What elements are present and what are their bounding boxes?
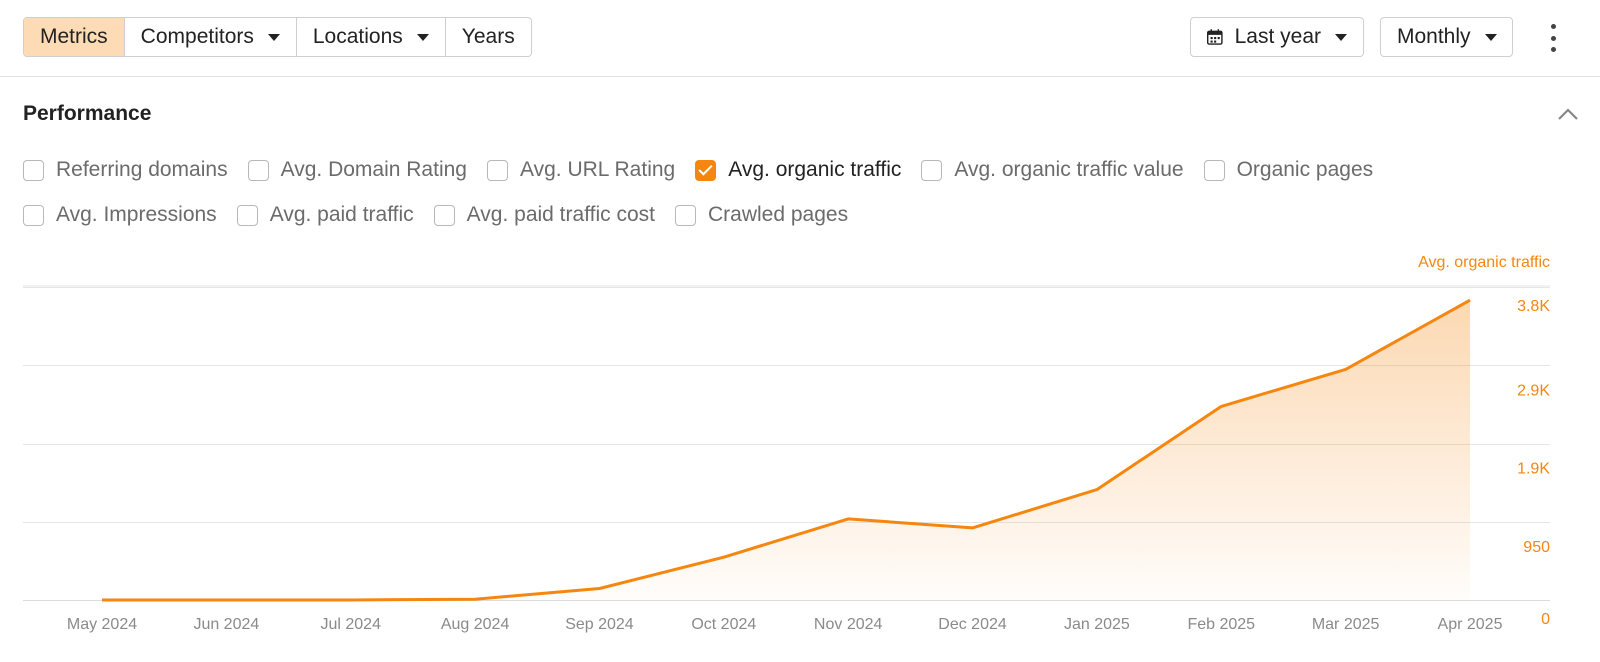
y-tick-label: 3.8K [1517, 298, 1550, 315]
metric-label: Avg. Impressions [56, 203, 217, 226]
tab-competitors[interactable]: Competitors [125, 18, 297, 56]
calendar-icon [1207, 29, 1223, 45]
checkbox-icon [433, 204, 455, 226]
metric-checkbox-avg-organic-traffic-value[interactable]: Avg. organic traffic value [921, 158, 1184, 182]
metric-checkbox-avg-domain-rating[interactable]: Avg. Domain Rating [247, 158, 467, 182]
x-tick-label: Nov 2024 [814, 616, 883, 633]
metric-label: Avg. organic traffic [728, 158, 902, 181]
metric-checkbox-avg-organic-traffic[interactable]: Avg. organic traffic [695, 158, 901, 182]
y-tick-label: 950 [1523, 539, 1550, 556]
y-tick-label: 2.9K [1517, 382, 1550, 399]
metric-checkbox-avg-paid-traffic[interactable]: Avg. paid traffic [236, 203, 414, 227]
metric-checkbox-avg-url-rating[interactable]: Avg. URL Rating [486, 158, 676, 182]
metric-checkbox-crawled-pages[interactable]: Crawled pages [675, 203, 848, 227]
x-tick-label: Oct 2024 [691, 616, 756, 633]
metric-label: Avg. Domain Rating [280, 158, 467, 181]
metric-checkbox-avg-impressions[interactable]: Avg. Impressions [23, 203, 217, 227]
tab-label: Years [461, 25, 515, 48]
series-line [102, 298, 1471, 602]
x-tick-label: Jun 2024 [193, 616, 259, 633]
metrics-row-1: Referring domains Avg. Domain Rating Avg. … [23, 158, 1393, 182]
checkbox-icon [1203, 159, 1225, 181]
metrics-row-2: Avg. Impressions Avg. paid traffic Avg. pa… [23, 203, 868, 227]
checkbox-icon [921, 159, 943, 181]
chevron-down-icon [267, 33, 280, 41]
metric-checkbox-avg-paid-traffic-cost[interactable]: Avg. paid traffic cost [433, 203, 655, 227]
metric-checkbox-referring-domains[interactable]: Referring domains [23, 158, 228, 182]
y-tick-label: 1.9K [1517, 461, 1550, 478]
x-tick-label: Sep 2024 [565, 616, 634, 633]
traffic-chart: 0 950 1.9K 2.9K 3.8K Avg. organic traffic May … [23, 254, 1550, 633]
metric-label: Avg. paid traffic cost [466, 203, 655, 226]
chevron-down-icon [1335, 33, 1347, 41]
tab-metrics[interactable]: Metrics [24, 18, 125, 56]
chevron-down-icon [1484, 33, 1497, 41]
x-tick-label: Dec 2024 [938, 616, 1007, 633]
period-label: Last year [1234, 25, 1321, 48]
checkbox-icon [486, 159, 508, 181]
x-tick-label: Apr 2025 [1438, 616, 1503, 633]
metric-label: Organic pages [1236, 158, 1374, 181]
view-tabs: Metrics Competitors Locations Years [23, 17, 532, 57]
series-area [102, 300, 1470, 600]
tab-locations[interactable]: Locations [297, 18, 446, 56]
toolbar: Metrics Competitors Locations Years Last ye… [0, 0, 1600, 77]
tab-label: Competitors [140, 25, 254, 48]
x-tick-label: Jan 2025 [1064, 616, 1130, 633]
metric-label: Avg. paid traffic [269, 203, 414, 226]
metric-label: Referring domains [56, 158, 228, 181]
x-tick-label: Feb 2025 [1187, 616, 1255, 633]
checkbox-icon [23, 159, 44, 181]
chevron-down-icon [416, 33, 429, 41]
checkbox-icon [247, 159, 269, 181]
x-tick-label: May 2024 [67, 616, 137, 633]
metric-checkbox-organic-pages[interactable]: Organic pages [1203, 158, 1374, 182]
checkbox-icon [675, 204, 696, 226]
granularity-dropdown[interactable]: Monthly [1380, 17, 1513, 57]
period-dropdown[interactable]: Last year [1190, 17, 1364, 57]
tab-years[interactable]: Years [446, 18, 531, 56]
section-title: Performance [23, 102, 152, 125]
y-tick-label: 0 [1541, 611, 1550, 628]
tab-label: Metrics [40, 25, 108, 48]
x-tick-label: Jul 2024 [320, 616, 381, 633]
checkbox-icon [23, 204, 44, 226]
checkbox-checked-icon [695, 159, 717, 181]
metric-label: Avg. URL Rating [519, 158, 676, 181]
chevron-up-icon[interactable] [1556, 106, 1580, 122]
y-axis-title: Avg. organic traffic [1418, 254, 1550, 271]
metric-label: Crawled pages [708, 203, 849, 226]
checkbox-icon [236, 204, 258, 226]
more-vertical-icon[interactable] [1543, 24, 1563, 52]
metric-label: Avg. organic traffic value [954, 158, 1184, 181]
tab-label: Locations [312, 25, 403, 48]
x-tick-label: Mar 2025 [1312, 616, 1380, 633]
granularity-label: Monthly [1397, 25, 1471, 48]
x-tick-label: Aug 2024 [441, 616, 510, 633]
